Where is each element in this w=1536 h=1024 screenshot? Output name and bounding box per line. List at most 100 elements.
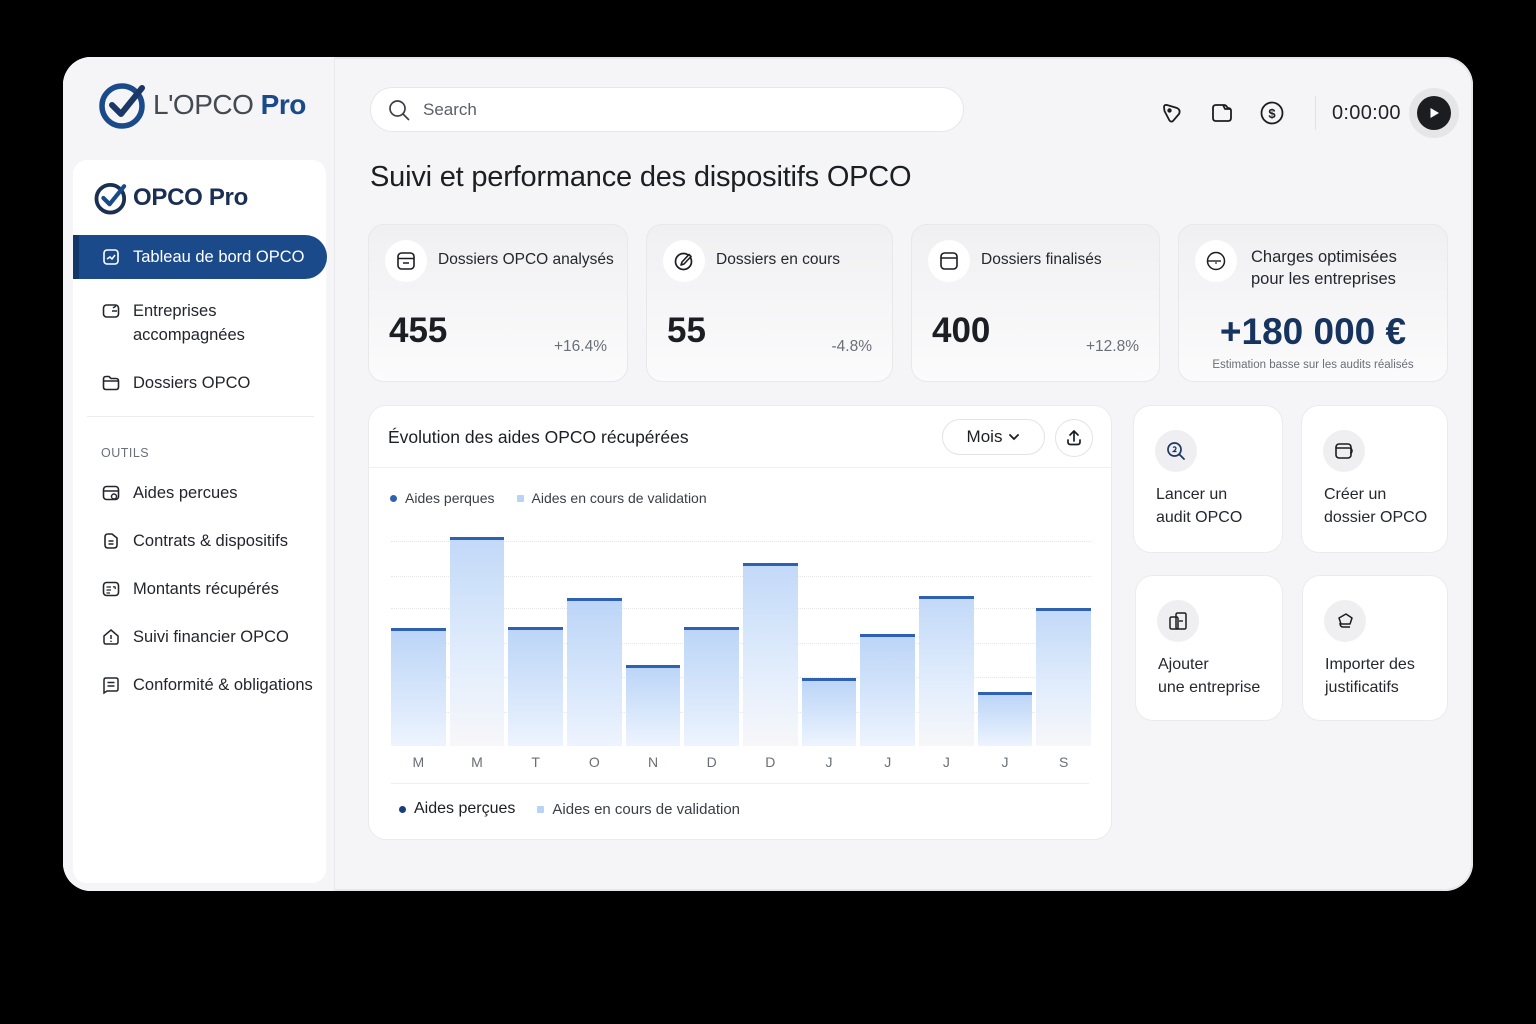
chart-bar[interactable] (625, 665, 681, 746)
section-label-outils: OUTILS (101, 446, 150, 460)
svg-text:$: $ (1268, 106, 1276, 121)
home-alert-icon (103, 629, 119, 645)
folder-button[interactable] (1209, 100, 1235, 126)
brand-name: L'OPCO Pro (153, 89, 306, 120)
kpi-value: 400 (932, 311, 991, 350)
kpi-delta: -4.8% (831, 338, 873, 355)
brand-logo-top[interactable]: L'OPCO Pro (97, 79, 306, 131)
export-button[interactable] (1055, 419, 1093, 457)
legend-label: Aides en cours de validation (552, 800, 741, 818)
bar-chart-plot (391, 526, 1092, 746)
gridline (391, 643, 1091, 644)
wallet-icon (102, 304, 120, 318)
search-input[interactable] (423, 99, 903, 120)
x-axis-label: D (706, 754, 717, 770)
chart-bar[interactable] (977, 692, 1033, 746)
gauge-icon (1206, 251, 1226, 271)
x-axis-label: J (1001, 754, 1009, 770)
action-label: Ajouter une entreprise (1158, 656, 1261, 696)
chart-legend-bottom: Aides perçues Aides en cours de validati… (399, 800, 740, 818)
kpi-card-en-cours[interactable]: Dossiers en cours 55 -4.8% (646, 224, 893, 382)
brand-logo-inner: OPCO Pro (93, 180, 248, 216)
x-axis-label: N (647, 754, 659, 770)
gridline (391, 541, 1091, 542)
kpi-delta: +12.8% (1085, 338, 1139, 355)
card-receipt-icon (102, 485, 120, 501)
x-axis-label: O (588, 754, 600, 770)
checklist-icon (103, 677, 119, 695)
check-circle-logo-icon (94, 182, 127, 215)
sidebar-item-dossiers[interactable]: Dossiers OPCO (73, 371, 326, 395)
action-lancer-audit[interactable]: Lancer un audit OPCO (1133, 405, 1283, 553)
kpi-label: Charges optimisées pour les entreprises (1251, 248, 1397, 288)
sidebar-item-aides-percues[interactable]: Aides percues (73, 481, 326, 505)
sidebar-item-conformite[interactable]: Conformité & obligations (73, 673, 326, 697)
sidebar: L'OPCO Pro OPCO Pro Tableau de bord OPCO (63, 57, 335, 891)
page-title: Suivi et performance des dispositifs OPC… (370, 161, 912, 193)
play-control (1408, 88, 1459, 138)
search-bar[interactable] (370, 87, 964, 132)
location-tag-icon (1163, 104, 1181, 123)
action-creer-dossier[interactable]: Créer un dossier OPCO (1301, 405, 1448, 553)
chart-bar[interactable] (1036, 608, 1092, 746)
billing-button[interactable]: $ (1259, 100, 1285, 126)
play-icon (1430, 108, 1439, 118)
kpi-card-analyses[interactable]: Dossiers OPCO analysés 455 +16.4% (368, 224, 628, 382)
period-dropdown[interactable]: Mois (942, 419, 1045, 455)
x-axis-label: M (471, 754, 483, 770)
play-button[interactable] (1416, 96, 1451, 130)
check-circle-logo-icon (99, 83, 145, 129)
sidebar-item-entreprises[interactable]: Entreprises accompagnées (73, 299, 273, 347)
legend-swatch-validation (516, 494, 524, 502)
chart-bar[interactable] (919, 596, 974, 746)
timer-display: 0:00:00 (1332, 101, 1401, 124)
gridline (391, 608, 1091, 609)
chart-bar[interactable] (860, 634, 916, 746)
amount-card-icon (102, 581, 120, 597)
sidebar-item-label: Conformité & obligations (133, 676, 313, 694)
chart-bar[interactable] (567, 598, 622, 746)
documents-stack-icon (1338, 613, 1353, 628)
kpi-card-charges-optimisees[interactable]: Charges optimisées pour les entreprises +… (1178, 224, 1448, 382)
x-axis-label: D (765, 754, 776, 770)
edit-circle-icon (674, 252, 693, 271)
building-icon (1169, 612, 1187, 630)
action-ajouter-entreprise[interactable]: Ajouter une entreprise (1135, 575, 1283, 721)
sidebar-divider (87, 416, 314, 417)
period-value: Mois (966, 427, 1003, 446)
chart-title: Évolution des aides OPCO récupérées (388, 427, 689, 447)
calendar-box-icon (940, 252, 958, 270)
folder-icon (1212, 104, 1232, 122)
chart-bar[interactable] (684, 627, 740, 746)
action-importer-justificatifs[interactable]: Importer des justificatifs (1302, 575, 1448, 721)
gridline (391, 677, 1091, 678)
legend-swatch-validation (537, 805, 545, 813)
legend-label: Aides perques (405, 490, 495, 506)
legend-label: Aides perçues (414, 800, 516, 817)
kpi-card-finalises[interactable]: Dossiers finalisés 400 +12.8% (911, 224, 1160, 382)
chart-bar[interactable] (508, 627, 564, 746)
x-axis-label: S (1059, 754, 1069, 770)
dollar-coin-icon: $ (1260, 101, 1284, 125)
sidebar-panel: OPCO Pro Tableau de bord OPCO Entreprise… (73, 160, 327, 883)
upload-icon (1067, 430, 1081, 446)
sidebar-item-contrats[interactable]: Contrats & dispositifs (73, 529, 326, 553)
search-icon (389, 99, 410, 120)
legend-label: Aides en cours de validation (531, 490, 707, 506)
sidebar-item-tableau-de-bord[interactable]: Tableau de bord OPCO (73, 235, 327, 279)
file-inbox-icon (397, 252, 415, 270)
legend-dot-perques (390, 494, 397, 502)
chart-bar[interactable] (449, 537, 505, 746)
sidebar-item-label: Contrats & dispositifs (133, 532, 288, 550)
kpi-label: Dossiers en cours (716, 251, 841, 268)
search-audit-icon (1167, 442, 1185, 460)
kpi-delta: +16.4% (553, 338, 607, 355)
sidebar-item-montants[interactable]: Montants récupérés (73, 577, 326, 601)
location-tag-button[interactable] (1159, 100, 1185, 126)
chart-bar[interactable] (391, 628, 446, 746)
chart-bar[interactable] (743, 563, 798, 746)
app-window: L'OPCO Pro OPCO Pro Tableau de bord OPCO (63, 57, 1473, 891)
chart-bar[interactable] (801, 678, 857, 746)
gridline (391, 712, 1091, 713)
sidebar-item-suivi-financier[interactable]: Suivi financier OPCO (73, 625, 326, 649)
